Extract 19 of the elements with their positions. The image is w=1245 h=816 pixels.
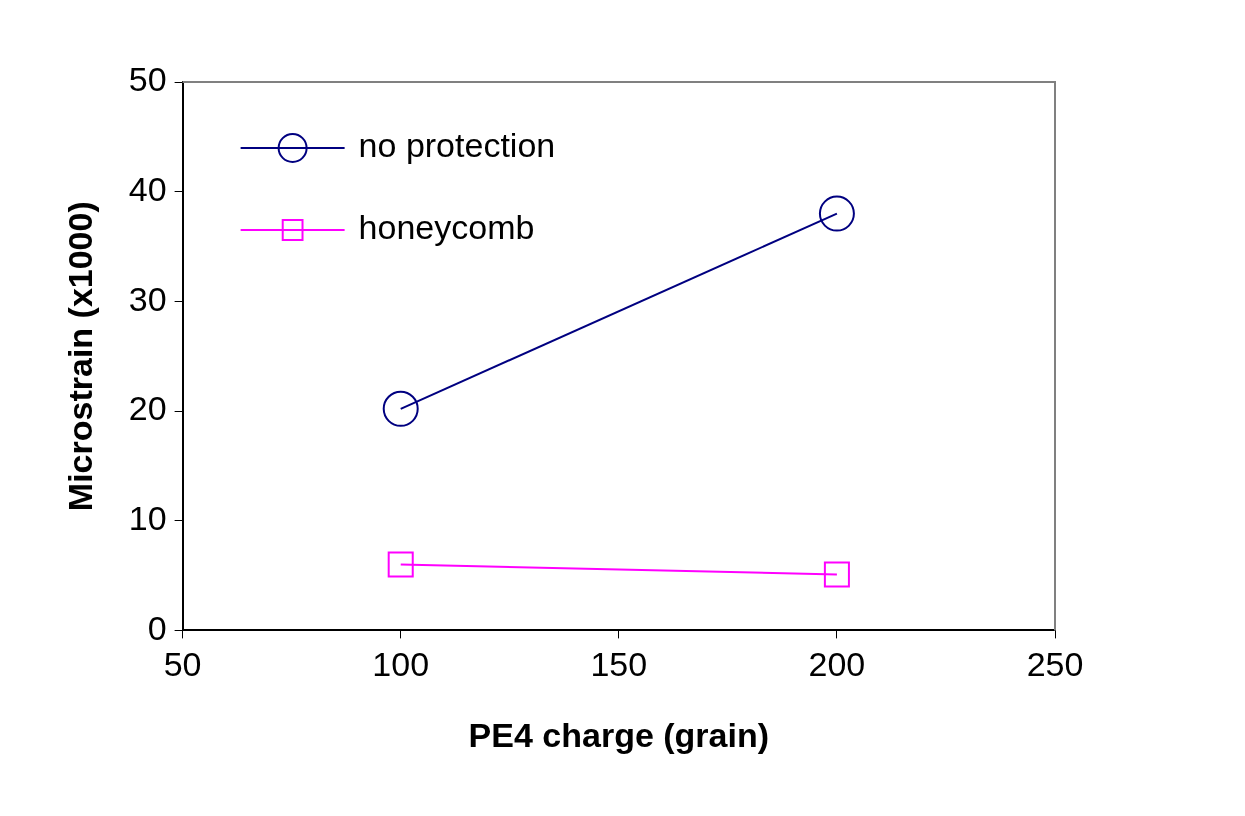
legend-label: no protection [358, 126, 556, 165]
x-tick-label: 200 [808, 645, 866, 684]
point [387, 551, 414, 578]
point [823, 561, 850, 588]
x-tick-label: 100 [372, 645, 430, 684]
y-axis-title: Microstrain (x1000) [60, 201, 99, 512]
x-tick-label: 50 [163, 645, 202, 684]
x-tick-label: 250 [1026, 645, 1084, 684]
y-tick-label: 40 [128, 170, 167, 209]
point [818, 195, 855, 232]
legend-label: honeycomb [358, 208, 535, 247]
x-tick-label: 150 [590, 645, 648, 684]
y-tick-label: 30 [128, 279, 167, 318]
x-axis-title: PE4 charge (grain) [468, 715, 770, 754]
y-tick-label: 50 [128, 60, 167, 99]
y-tick-label: 20 [128, 389, 167, 428]
point [382, 390, 419, 427]
y-tick-label: 0 [147, 608, 167, 647]
y-tick-label: 10 [128, 499, 167, 538]
